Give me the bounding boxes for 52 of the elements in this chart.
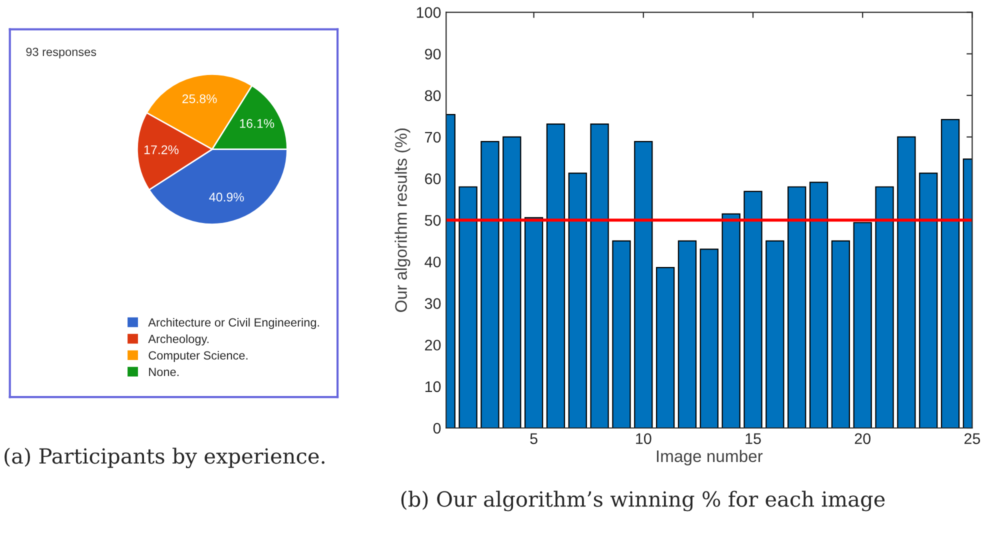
data-label: 17.2% <box>144 145 178 154</box>
x-tick-label: 10 <box>636 433 652 444</box>
y-tick-label: 80 <box>424 90 441 102</box>
bar <box>875 186 894 428</box>
data-label: 40.9% <box>209 192 244 202</box>
bar <box>831 240 850 428</box>
legend-label: Computer Science. <box>148 350 248 362</box>
legend-label: Archeology. <box>148 334 209 346</box>
y-tick-label: 70 <box>425 132 441 143</box>
bar <box>480 141 500 428</box>
legend-label: Architecture or Civil Engineering. <box>148 318 319 329</box>
legend-label: None. <box>149 368 179 376</box>
y-tick-label: 40 <box>424 256 441 268</box>
bar <box>590 124 609 428</box>
bar <box>458 186 478 428</box>
x-tick-label: 20 <box>854 433 870 444</box>
text: 93 responses <box>26 48 96 58</box>
bar <box>524 217 544 428</box>
y-tick-label: 60 <box>425 173 441 184</box>
x-tick-label: 5 <box>530 433 538 444</box>
data-label: 25.8% <box>182 94 217 104</box>
y-tick-label: 50 <box>424 214 441 226</box>
text: (a) Participants by experience. <box>4 448 324 468</box>
bar <box>678 240 697 428</box>
y-tick-label: 20 <box>425 340 441 351</box>
bar <box>722 213 740 428</box>
x-tick-label: 15 <box>746 433 761 444</box>
y-tick-label: 0 <box>433 422 441 434</box>
text: (b) Our algorithm’s winning % for each image <box>401 490 885 512</box>
bar <box>502 136 522 428</box>
y-tick-label: 10 <box>425 381 441 392</box>
x-tick-label: 25 <box>964 433 980 444</box>
bar <box>546 124 566 428</box>
bar <box>766 240 784 428</box>
bar <box>940 118 960 428</box>
bar <box>634 141 653 428</box>
y-tick-label: 90 <box>424 48 441 60</box>
bar <box>809 182 828 428</box>
bar <box>853 222 872 428</box>
bar <box>788 186 806 428</box>
bar <box>568 172 587 428</box>
bar <box>919 172 938 428</box>
data-label: 16.1% <box>240 119 274 128</box>
bar <box>744 190 762 428</box>
y-tick-label: 100 <box>416 7 441 18</box>
y-axis-title: Our algorithm results (%) <box>394 128 410 312</box>
y-tick-label: 30 <box>424 298 441 309</box>
x-axis-title: Image number <box>656 450 763 466</box>
bar <box>700 248 718 428</box>
bar <box>612 240 631 428</box>
bar <box>656 266 675 428</box>
bar <box>897 136 916 428</box>
